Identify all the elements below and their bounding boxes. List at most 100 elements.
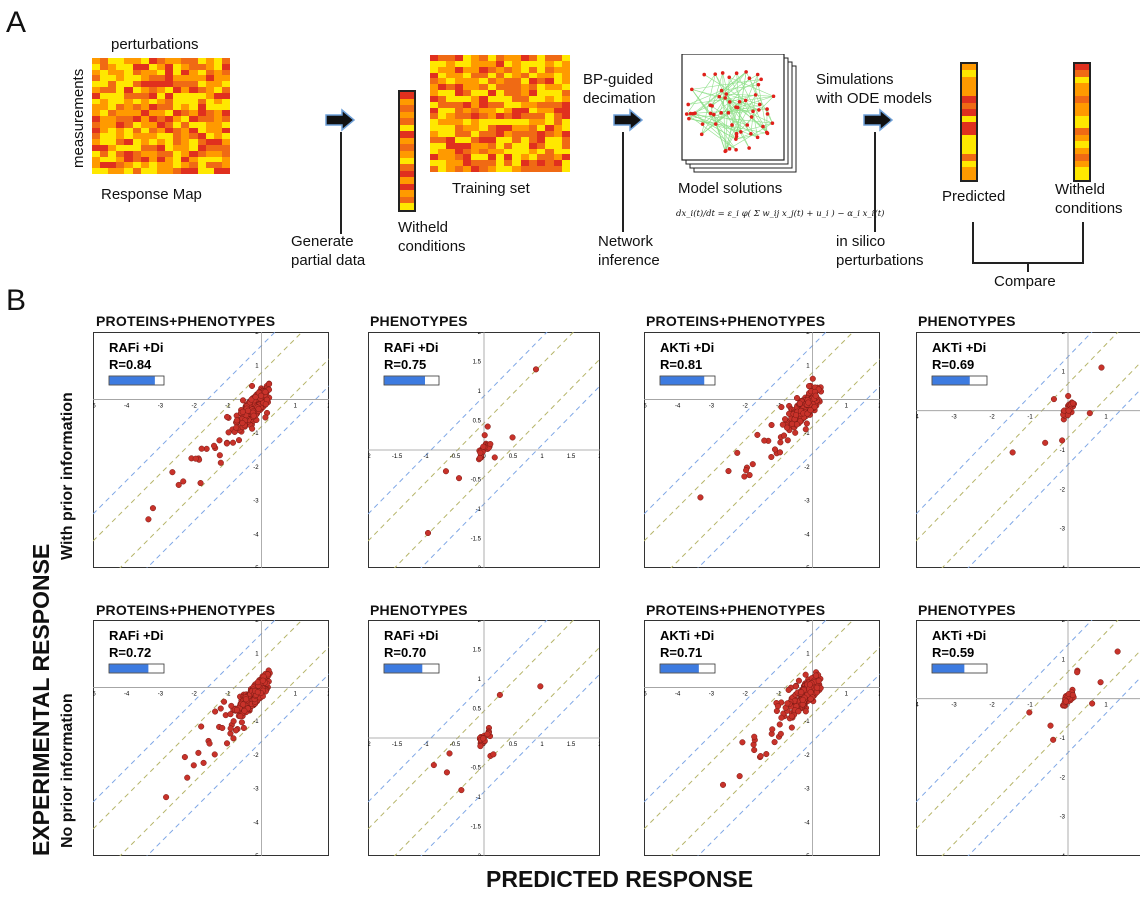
heatmap-cell — [495, 84, 505, 91]
data-point — [190, 762, 197, 769]
r-value-label: R=0.71 — [660, 645, 702, 660]
tick-label: -4 — [124, 691, 130, 697]
heatmap-cell — [148, 121, 157, 128]
heatmap-cell — [438, 84, 447, 91]
heatmap-cell — [181, 156, 190, 163]
heatmap-cell — [962, 173, 976, 180]
heatmap-cell — [528, 154, 538, 161]
heatmap-cell — [545, 131, 554, 137]
heatmap-cell — [124, 145, 133, 151]
condition-label: RAFi +Di — [384, 340, 439, 355]
heatmap-cell — [148, 150, 157, 157]
heatmap-cell — [205, 168, 214, 174]
heatmap-cell — [181, 98, 190, 105]
heatmap-cell — [165, 104, 174, 111]
data-point — [229, 439, 237, 446]
heatmap-cell — [181, 162, 190, 169]
heatmap-cell — [479, 154, 488, 161]
heatmap-cell — [495, 95, 505, 102]
heatmap-cell — [221, 168, 230, 174]
heatmap-cell — [213, 116, 222, 122]
heatmap-cell — [561, 60, 570, 67]
heatmap-cell — [537, 84, 546, 91]
heatmap-cell — [537, 119, 546, 126]
heatmap-cell — [205, 81, 214, 87]
heatmap-cell — [561, 90, 570, 96]
heatmap-cell — [156, 150, 166, 157]
heatmap-cell — [124, 121, 133, 128]
heatmap-cell — [962, 76, 976, 84]
heatmap-cell — [504, 101, 513, 108]
heatmap-cell — [438, 78, 447, 85]
heatmap-cell — [430, 95, 439, 102]
heatmap-cell — [528, 101, 538, 108]
heatmap-cell — [528, 60, 538, 67]
heatmap-cell — [962, 70, 976, 77]
tick-label: 0 — [482, 454, 486, 460]
data-point — [149, 505, 156, 512]
heatmap-cell — [197, 121, 206, 128]
heatmap-cell — [479, 78, 488, 85]
heatmap-cell — [132, 69, 141, 76]
heatmap-cell — [124, 150, 133, 157]
heatmap-cell — [471, 113, 480, 120]
heatmap-cell — [537, 90, 546, 96]
heatmap-cell — [1075, 96, 1089, 103]
heatmap-cell — [132, 75, 141, 82]
tick-label: 1 — [1062, 369, 1066, 375]
heatmap-cell — [132, 98, 141, 105]
heatmap-cell — [438, 66, 447, 73]
heatmap-cell — [462, 66, 472, 73]
tick-label: -3 — [158, 403, 164, 409]
heatmap-cell — [430, 142, 439, 149]
data-point — [198, 723, 205, 730]
tick-label: -5 — [804, 566, 810, 568]
heatmap-cell — [495, 154, 505, 161]
heatmap-cell — [446, 148, 455, 155]
tick-label: 0.5 — [473, 419, 482, 425]
heatmap-cell — [213, 145, 222, 151]
data-point — [227, 730, 234, 737]
heatmap-cell — [561, 160, 570, 167]
heatmap-cell — [553, 131, 562, 137]
heatmap-cell — [512, 131, 521, 137]
heatmap-cell — [487, 107, 496, 114]
heatmap-cell — [156, 127, 166, 134]
heatmap-cell — [471, 66, 480, 73]
heatmap-cell — [962, 96, 976, 103]
tick-label: -2 — [804, 753, 810, 759]
heatmap-cell — [479, 66, 488, 73]
heatmap-cell — [545, 60, 554, 67]
heatmap-cell — [512, 142, 521, 149]
heatmap-cell — [438, 148, 447, 155]
heatmap-cell — [221, 81, 230, 87]
tick-label: -3 — [253, 787, 259, 793]
heatmap-cell — [108, 156, 117, 163]
heatmap-cell — [520, 95, 529, 102]
heatmap-cell — [400, 203, 414, 210]
heatmap-cell — [553, 160, 562, 167]
data-point — [792, 412, 800, 419]
tick-label: -4 — [804, 820, 810, 826]
heatmap-cell — [189, 58, 198, 64]
heatmap-cell — [92, 104, 101, 111]
heatmap-cell — [446, 55, 455, 61]
heatmap-cell — [438, 125, 447, 132]
data-point — [223, 740, 231, 747]
heatmap-cell — [512, 113, 521, 120]
heatmap-cell — [537, 95, 546, 102]
scatter-plot: -2-1.5-1-0.500.511.5221.510.5-0.5-1-1.5-… — [368, 620, 600, 856]
compare-label: Compare — [994, 273, 1056, 290]
tick-label: -2 — [191, 403, 197, 409]
heatmap-cell — [520, 131, 529, 137]
heatmap-cell — [108, 162, 117, 169]
heatmap-cell — [156, 75, 166, 82]
heatmap-cell — [140, 58, 149, 64]
heatmap-cell — [108, 145, 117, 151]
heatmap-cell — [504, 66, 513, 73]
data-point — [1042, 439, 1049, 446]
data-point — [181, 754, 188, 761]
data-point — [1065, 392, 1072, 400]
data-point — [195, 749, 202, 756]
heatmap-cell — [520, 160, 529, 167]
